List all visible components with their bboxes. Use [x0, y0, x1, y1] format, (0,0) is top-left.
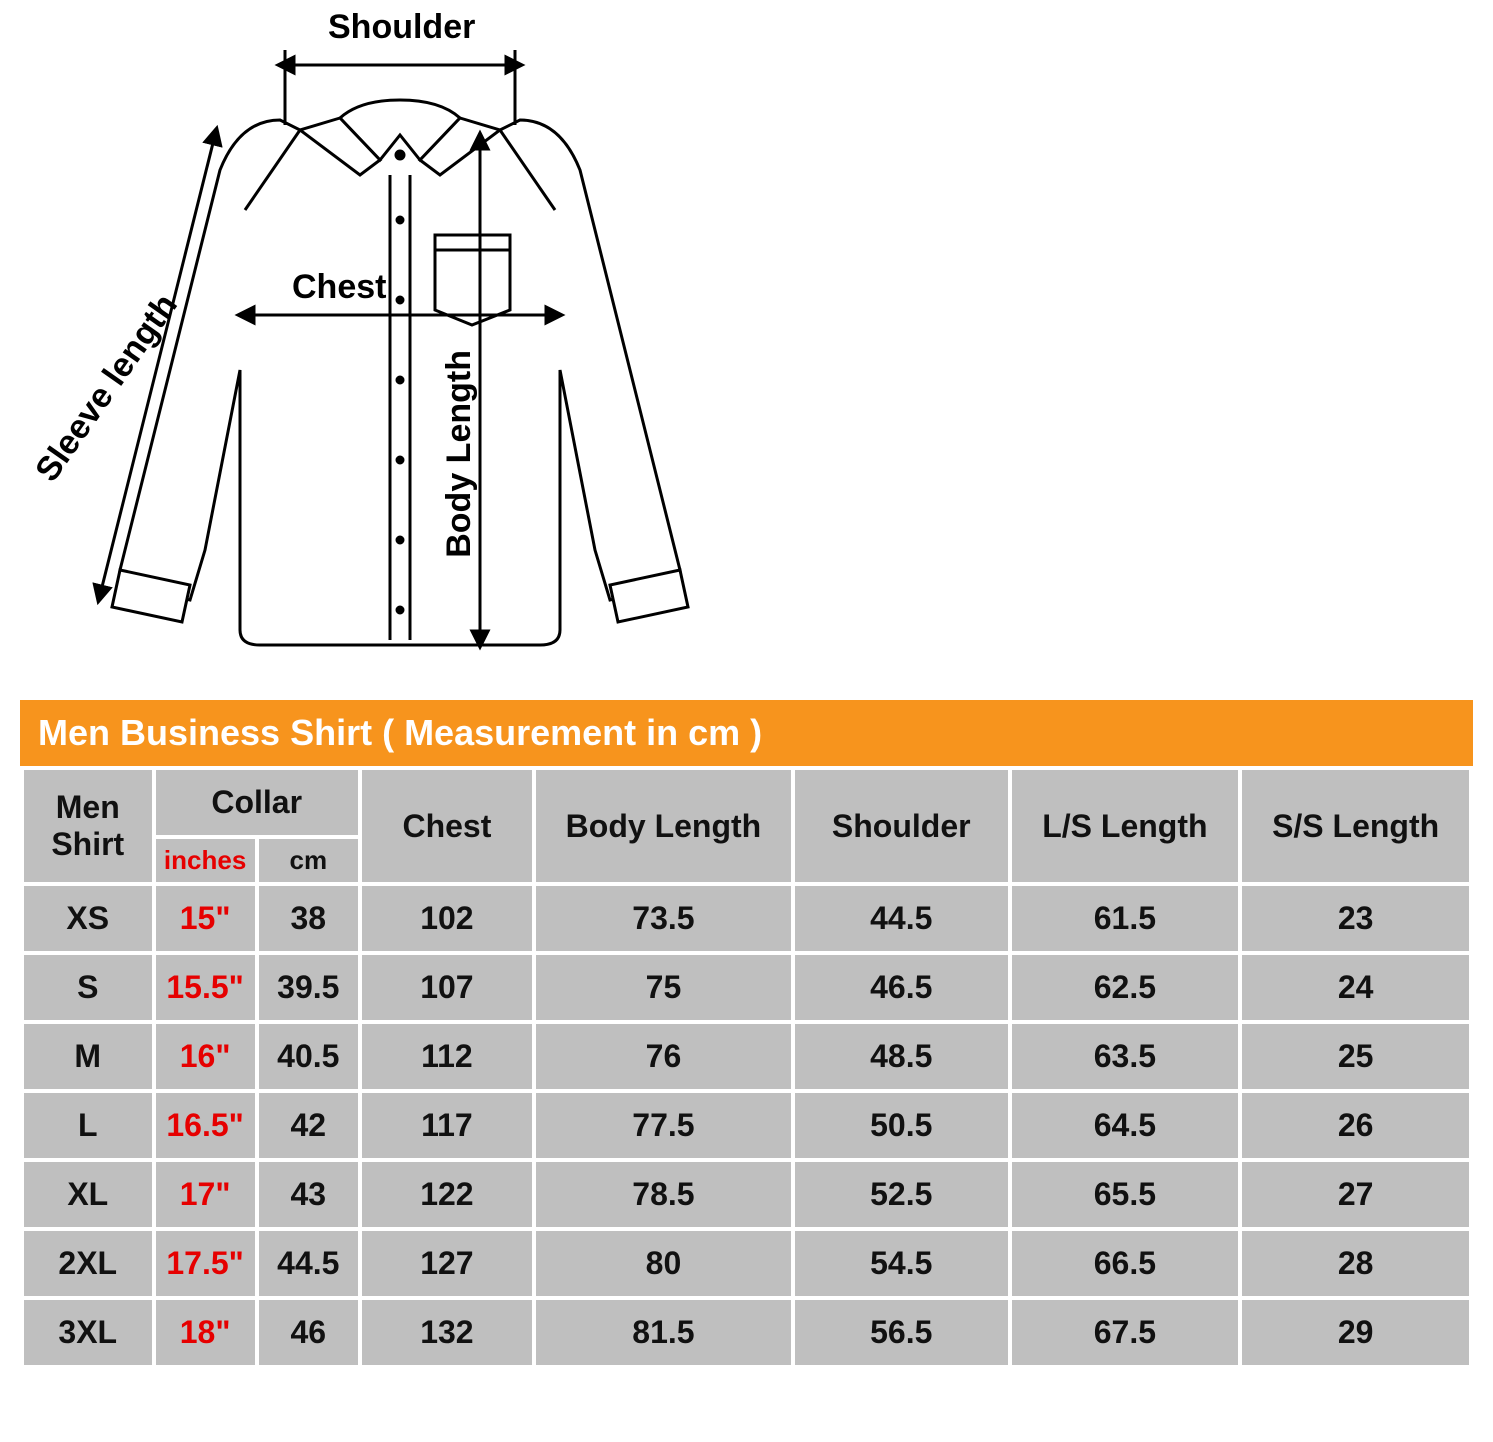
cell-shoulder: 46.5: [795, 955, 1008, 1020]
cell-collar_in: 16": [156, 1024, 255, 1089]
cell-size: XS: [24, 886, 152, 951]
cell-ss: 25: [1242, 1024, 1469, 1089]
cell-body: 78.5: [536, 1162, 791, 1227]
cell-chest: 117: [362, 1093, 532, 1158]
th-ss: S/S Length: [1242, 770, 1469, 882]
cell-body: 76: [536, 1024, 791, 1089]
cell-size: S: [24, 955, 152, 1020]
cell-body: 80: [536, 1231, 791, 1296]
cell-size: L: [24, 1093, 152, 1158]
cell-shoulder: 44.5: [795, 886, 1008, 951]
th-size: Men Shirt: [24, 770, 152, 882]
diagram-label-chest: Chest: [292, 268, 386, 307]
cell-chest: 122: [362, 1162, 532, 1227]
cell-ss: 26: [1242, 1093, 1469, 1158]
cell-body: 73.5: [536, 886, 791, 951]
diagram-label-bodylength: Body Length: [440, 350, 479, 558]
table-row: L16.5"4211777.550.564.526: [24, 1093, 1469, 1158]
cell-ss: 29: [1242, 1300, 1469, 1365]
shirt-diagram: Shoulder Chest Body Length Sleeve length: [40, 10, 720, 690]
cell-ss: 24: [1242, 955, 1469, 1020]
th-body: Body Length: [536, 770, 791, 882]
cell-collar_cm: 39.5: [259, 955, 358, 1020]
size-table: Men Shirt Collar Chest Body Length Shoul…: [20, 766, 1473, 1369]
cell-collar_cm: 40.5: [259, 1024, 358, 1089]
th-collar-inches: inches: [156, 839, 255, 882]
size-table-body: XS15"3810273.544.561.523S15.5"39.5107754…: [24, 886, 1469, 1365]
table-title: Men Business Shirt ( Measurement in cm ): [20, 700, 1473, 766]
cell-chest: 107: [362, 955, 532, 1020]
th-ls: L/S Length: [1012, 770, 1239, 882]
table-row: XL17"4312278.552.565.527: [24, 1162, 1469, 1227]
cell-ls: 63.5: [1012, 1024, 1239, 1089]
cell-size: 3XL: [24, 1300, 152, 1365]
th-collar: Collar: [156, 770, 358, 835]
th-collar-cm: cm: [259, 839, 358, 882]
cell-ss: 28: [1242, 1231, 1469, 1296]
cell-ls: 67.5: [1012, 1300, 1239, 1365]
table-row: 3XL18"4613281.556.567.529: [24, 1300, 1469, 1365]
cell-ls: 62.5: [1012, 955, 1239, 1020]
cell-size: 2XL: [24, 1231, 152, 1296]
diagram-label-shoulder: Shoulder: [328, 8, 475, 47]
cell-ls: 61.5: [1012, 886, 1239, 951]
cell-body: 81.5: [536, 1300, 791, 1365]
cell-collar_cm: 46: [259, 1300, 358, 1365]
cell-collar_in: 15.5": [156, 955, 255, 1020]
cell-ss: 23: [1242, 886, 1469, 951]
cell-ls: 65.5: [1012, 1162, 1239, 1227]
cell-ls: 64.5: [1012, 1093, 1239, 1158]
cell-chest: 102: [362, 886, 532, 951]
cell-collar_in: 16.5": [156, 1093, 255, 1158]
table-row: M16"40.51127648.563.525: [24, 1024, 1469, 1089]
cell-collar_cm: 42: [259, 1093, 358, 1158]
cell-body: 75: [536, 955, 791, 1020]
cell-chest: 112: [362, 1024, 532, 1089]
cell-collar_cm: 44.5: [259, 1231, 358, 1296]
cell-shoulder: 48.5: [795, 1024, 1008, 1089]
table-row: S15.5"39.51077546.562.524: [24, 955, 1469, 1020]
th-chest: Chest: [362, 770, 532, 882]
cell-collar_in: 17": [156, 1162, 255, 1227]
cell-ls: 66.5: [1012, 1231, 1239, 1296]
table-row: XS15"3810273.544.561.523: [24, 886, 1469, 951]
cell-collar_in: 18": [156, 1300, 255, 1365]
cell-ss: 27: [1242, 1162, 1469, 1227]
cell-shoulder: 50.5: [795, 1093, 1008, 1158]
cell-shoulder: 52.5: [795, 1162, 1008, 1227]
cell-shoulder: 54.5: [795, 1231, 1008, 1296]
cell-shoulder: 56.5: [795, 1300, 1008, 1365]
cell-chest: 132: [362, 1300, 532, 1365]
cell-collar_cm: 43: [259, 1162, 358, 1227]
cell-collar_in: 15": [156, 886, 255, 951]
table-row: 2XL17.5"44.51278054.566.528: [24, 1231, 1469, 1296]
th-shoulder: Shoulder: [795, 770, 1008, 882]
cell-chest: 127: [362, 1231, 532, 1296]
cell-collar_in: 17.5": [156, 1231, 255, 1296]
cell-size: M: [24, 1024, 152, 1089]
size-table-head: Men Shirt Collar Chest Body Length Shoul…: [24, 770, 1469, 882]
cell-size: XL: [24, 1162, 152, 1227]
cell-body: 77.5: [536, 1093, 791, 1158]
cell-collar_cm: 38: [259, 886, 358, 951]
